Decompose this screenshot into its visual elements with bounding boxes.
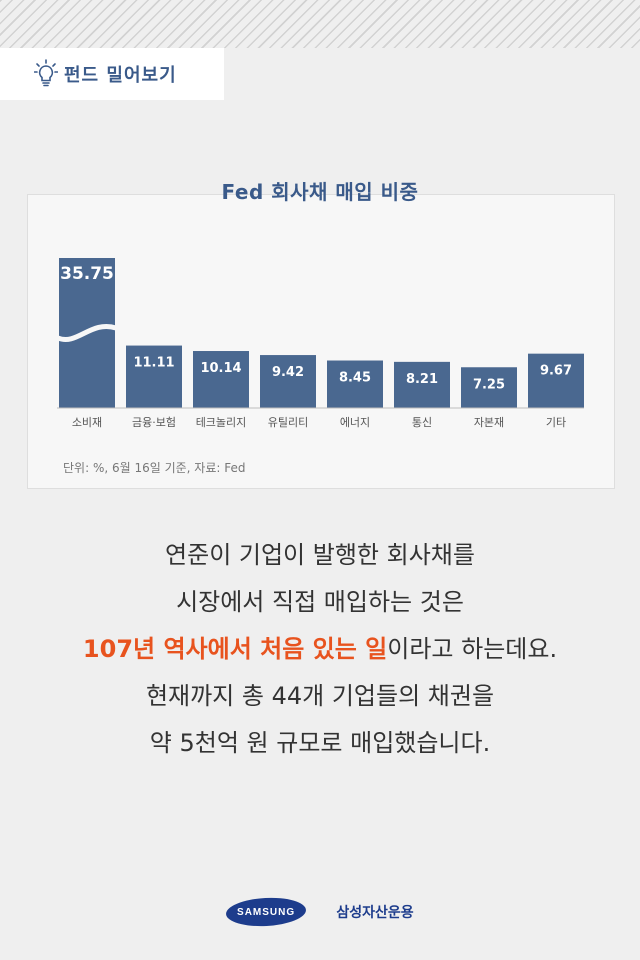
body-line-4: 현재까지 총 44개 기업들의 채권을 [145, 682, 495, 710]
body-line-3: 107년 역사에서 처음 있는 일이라고 하는데요. [0, 626, 640, 673]
section-tag: 펀드 밀어보기 [0, 48, 224, 100]
category-label-6: 자본재 [474, 416, 504, 429]
samsung-logo: SAMSUNG [225, 895, 308, 929]
body-line-3-rest: 이라고 하는데요. [387, 635, 558, 663]
category-label-2: 테크놀리지 [196, 416, 247, 429]
section-tag-label: 펀드 밀어보기 [64, 65, 177, 86]
chart-title: Fed 회사채 매입 비중 [221, 180, 419, 204]
value-label-4: 8.45 [339, 371, 371, 386]
category-label-4: 에너지 [340, 416, 370, 429]
lightbulb-icon [34, 59, 58, 87]
bar-7 [528, 353, 584, 408]
body-line-1: 연준이 기업이 발행한 회사채를 [165, 541, 475, 569]
category-label-1: 금융·보험 [132, 416, 176, 429]
chart-panel [27, 194, 615, 489]
body-highlight: 107년 역사에서 처음 있는 일 [82, 635, 388, 663]
bar-3 [260, 355, 316, 408]
footer: SAMSUNG 삼성자산운용 [0, 895, 640, 929]
bar-6 [461, 367, 517, 408]
bar-chart: 35.75 소비재 11.11 금융·보험 10.14 테크놀리지 9.42 유틸리티 8.45… [57, 258, 584, 429]
category-label-0: 소비재 [72, 416, 102, 429]
category-label-7: 기타 [546, 416, 566, 429]
axis-break-mark [57, 324, 117, 342]
bar-2 [193, 351, 249, 408]
body-text: 연준이 기업이 발행한 회사채를 시장에서 직접 매입하는 것은 107년 역사… [0, 532, 640, 767]
value-label-7: 9.67 [540, 364, 572, 379]
value-label-3: 9.42 [272, 365, 304, 380]
hatched-header-band [0, 0, 640, 48]
bar-5 [394, 361, 450, 408]
value-label-1: 11.11 [133, 356, 174, 371]
category-label-3: 유틸리티 [268, 416, 308, 429]
bar-4 [327, 360, 383, 408]
bar-1 [126, 345, 182, 408]
chart-source-note: 단위: %, 6월 16일 기준, 자료: Fed [63, 461, 246, 475]
category-label-5: 통신 [412, 416, 432, 429]
value-label-0: 35.75 [60, 264, 114, 284]
value-label-5: 8.21 [406, 372, 438, 387]
body-line-2: 시장에서 직접 매입하는 것은 [176, 588, 464, 616]
body-line-5: 약 5천억 원 규모로 매입했습니다. [149, 729, 491, 757]
value-label-6: 7.25 [473, 377, 505, 392]
value-label-2: 10.14 [200, 361, 241, 376]
company-name: 삼성자산운용 [336, 905, 414, 921]
